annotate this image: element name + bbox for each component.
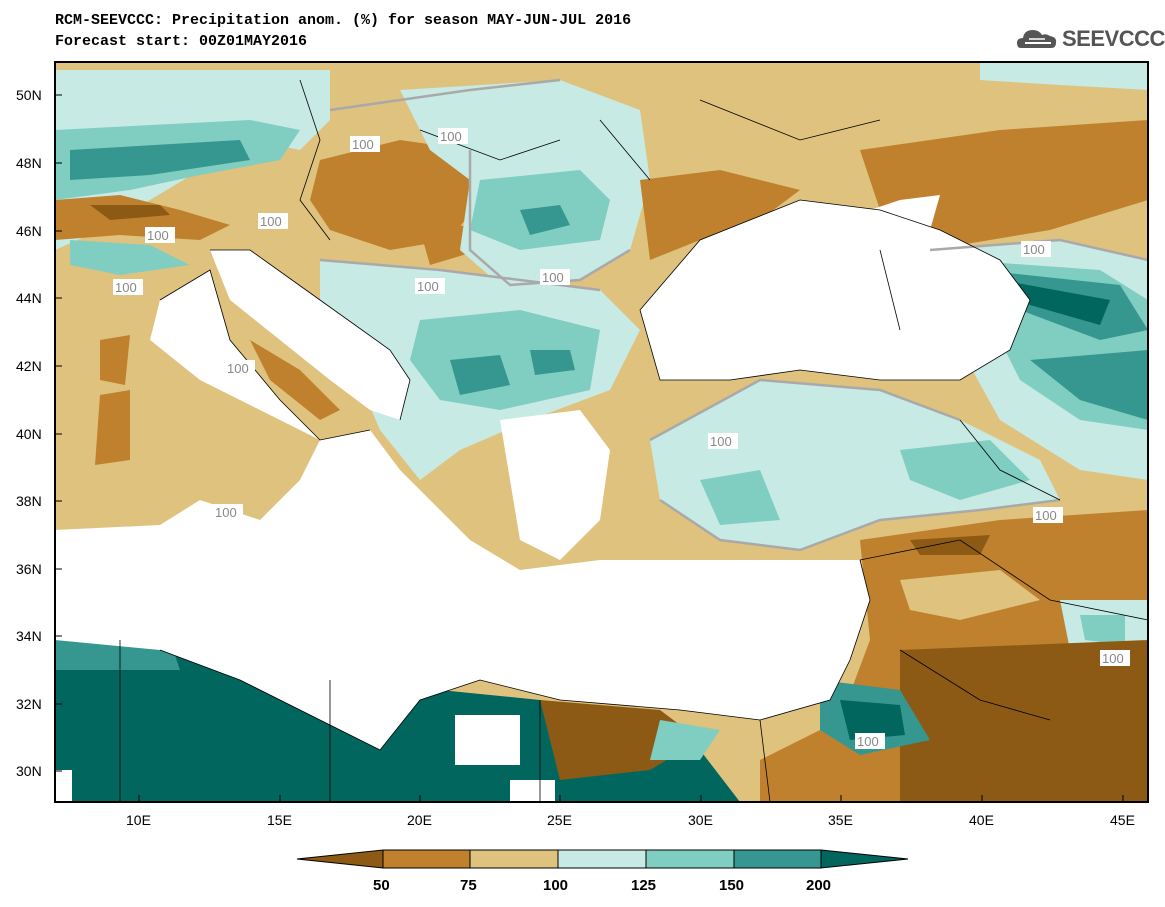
x-tick-label: 15E bbox=[267, 812, 292, 828]
aegean-sea bbox=[500, 410, 610, 560]
y-tick-label: 38N bbox=[16, 493, 42, 509]
colorbar-segment bbox=[557, 849, 647, 869]
contour-label: 100 bbox=[857, 734, 879, 749]
contour-label: 100 bbox=[227, 361, 249, 376]
colorbar-segment bbox=[382, 849, 471, 869]
x-tick-label: 20E bbox=[407, 812, 432, 828]
black-sea bbox=[640, 200, 1030, 380]
contour-label: 100 bbox=[1102, 651, 1124, 666]
y-tick-label: 44N bbox=[16, 290, 42, 306]
masked-area bbox=[455, 715, 520, 765]
colorbar-tick: 75 bbox=[460, 877, 477, 894]
y-tick-label: 30N bbox=[16, 763, 42, 779]
x-tick-labels: 10E 15E 20E 25E 30E 35E 40E 45E bbox=[126, 812, 1135, 828]
contour-label: 100 bbox=[1023, 242, 1045, 257]
forecast-start-subtitle: Forecast start: 00Z01MAY2016 bbox=[55, 33, 308, 50]
map-frame bbox=[54, 61, 1149, 803]
contour-label: 100 bbox=[147, 228, 169, 243]
y-tick-labels: 50N 48N 46N 44N 42N 40N 38N 36N 34N 32N … bbox=[16, 87, 42, 779]
colorbar-tick-labels: 50 75 100 125 150 200 bbox=[373, 877, 831, 894]
x-tick-label: 40E bbox=[969, 812, 994, 828]
seevccc-logo bbox=[1017, 30, 1057, 48]
field-pannonian-brown bbox=[310, 140, 480, 250]
colorbar-tick: 150 bbox=[719, 877, 744, 894]
adriatic-sea bbox=[210, 250, 410, 420]
x-tick-label: 45E bbox=[1110, 812, 1135, 828]
contour-label: 100 bbox=[1035, 508, 1057, 523]
colorbar bbox=[296, 849, 909, 869]
mediterranean-sea bbox=[55, 270, 870, 750]
contour-label: 100 bbox=[542, 270, 564, 285]
contour-label: 100 bbox=[260, 214, 282, 229]
map-title: RCM-SEEVCCC: Precipitation anom. (%) for… bbox=[55, 12, 632, 29]
y-tick-label: 50N bbox=[16, 87, 42, 103]
colorbar-segment bbox=[645, 849, 735, 869]
x-tick-label: 25E bbox=[547, 812, 572, 828]
y-axis bbox=[55, 94, 62, 772]
logo-text: SEEVCCC bbox=[1062, 26, 1165, 51]
x-tick-label: 10E bbox=[126, 812, 151, 828]
y-tick-label: 36N bbox=[16, 561, 42, 577]
contour-label: 100 bbox=[710, 434, 732, 449]
x-tick-label: 35E bbox=[828, 812, 853, 828]
x-tick-label: 30E bbox=[688, 812, 713, 828]
contour-label: 100 bbox=[352, 137, 374, 152]
y-tick-label: 32N bbox=[16, 696, 42, 712]
azov-sea bbox=[840, 195, 940, 245]
contour-label: 100 bbox=[417, 279, 439, 294]
colorbar-tick: 50 bbox=[373, 877, 390, 894]
x-axis bbox=[138, 795, 1124, 802]
colorbar-tick: 200 bbox=[806, 877, 831, 894]
contour-label: 100 bbox=[440, 129, 462, 144]
colorbar-segment bbox=[469, 849, 559, 869]
y-tick-label: 46N bbox=[16, 223, 42, 239]
colorbar-segment bbox=[733, 849, 822, 869]
colorbar-tick: 100 bbox=[543, 877, 568, 894]
contour-label: 100 bbox=[115, 280, 137, 295]
y-tick-label: 42N bbox=[16, 358, 42, 374]
colorbar-lower-triangle bbox=[296, 849, 384, 869]
field-east-europe-brown bbox=[640, 170, 800, 260]
colorbar-upper-triangle bbox=[820, 849, 909, 869]
field-alps-dark bbox=[70, 140, 250, 180]
contour-label: 100 bbox=[215, 505, 237, 520]
y-tick-label: 34N bbox=[16, 628, 42, 644]
contour-labels: 100 100 100 100 100 100 100 100 100 100 … bbox=[113, 128, 1130, 749]
colorbar-tick: 125 bbox=[631, 877, 656, 894]
y-tick-label: 48N bbox=[16, 155, 42, 171]
y-tick-label: 40N bbox=[16, 426, 42, 442]
